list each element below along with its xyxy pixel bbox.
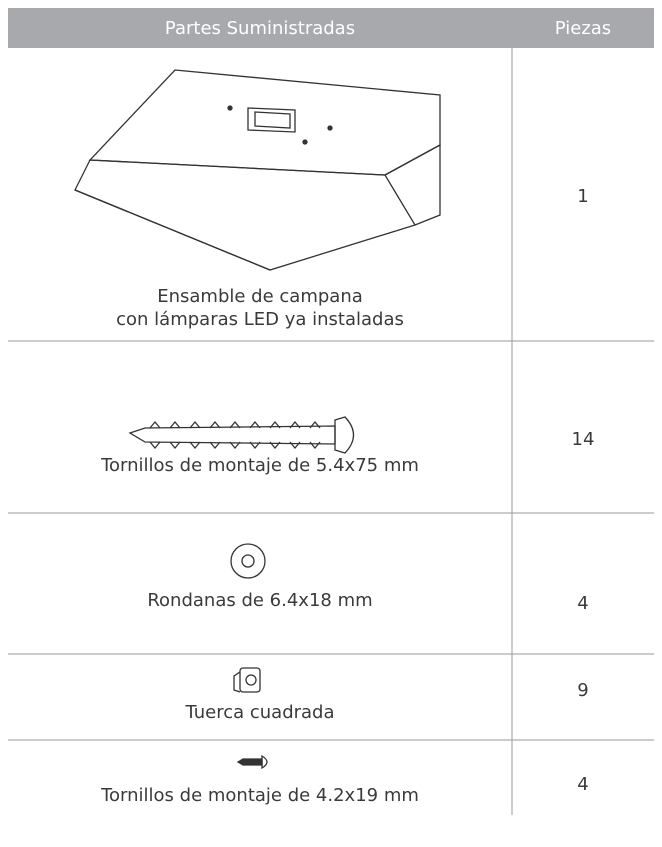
- header-bar: [8, 8, 654, 48]
- part-count: 4: [577, 593, 588, 614]
- screw-icon: [128, 416, 355, 454]
- part-name: Tuerca cuadrada: [184, 702, 334, 723]
- part-name: con lámparas LED ya instaladas: [116, 309, 404, 330]
- part-count: 9: [577, 680, 588, 701]
- small-screw-icon: [236, 754, 268, 770]
- part-count: 14: [572, 429, 595, 450]
- part-count: 4: [577, 774, 588, 795]
- part-name: Ensamble de campana: [157, 286, 363, 307]
- part-name: Tornillos de montaje de 4.2x19 mm: [100, 785, 419, 806]
- hood-icon: [74, 69, 441, 271]
- part-name: Rondanas de 6.4x18 mm: [147, 590, 372, 611]
- part-name: Tornillos de montaje de 5.4x75 mm: [100, 455, 419, 476]
- nut-icon: [233, 667, 261, 693]
- header-parts: Partes Suministradas: [165, 18, 355, 39]
- washer-icon: [230, 543, 266, 579]
- part-count: 1: [577, 186, 588, 207]
- header-pieces: Piezas: [555, 18, 611, 39]
